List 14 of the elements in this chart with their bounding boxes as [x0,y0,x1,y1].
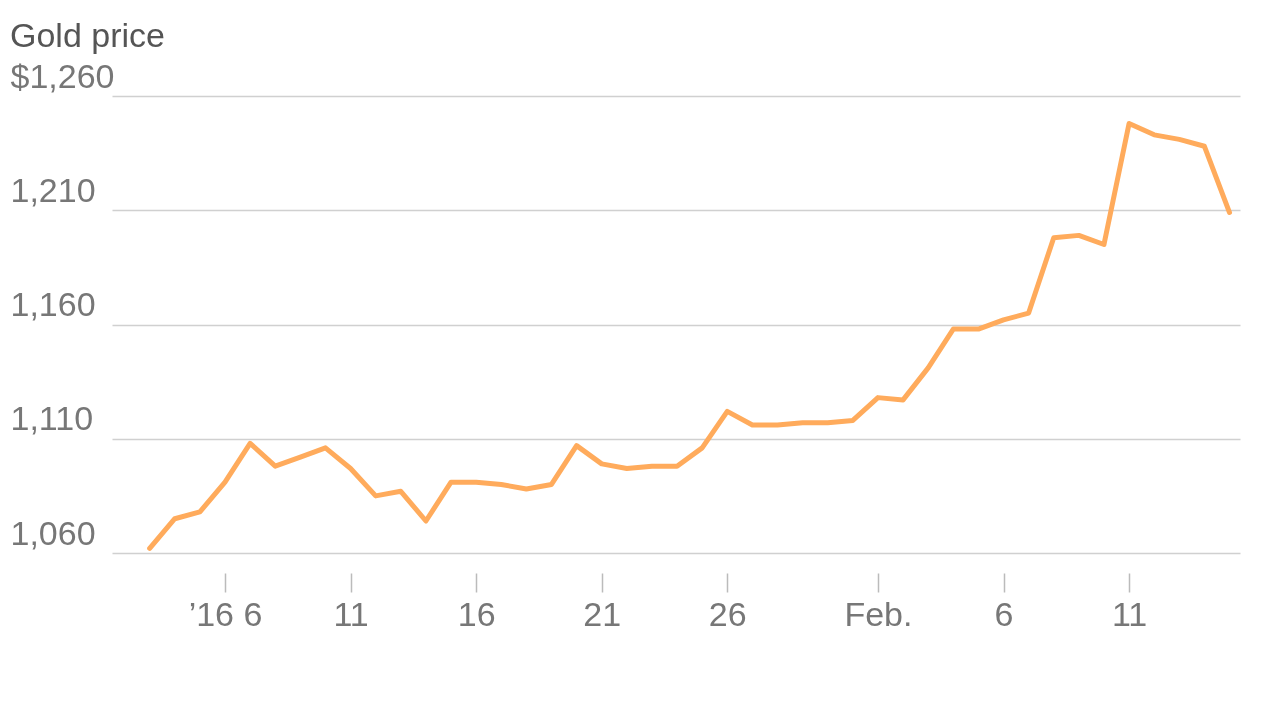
x-tick-label: ’16 6 [188,594,263,633]
x-tick-label: 11 [1111,594,1148,633]
y-tick-label: 1,110 [10,399,94,438]
y-tick-label: 1,160 [10,285,96,323]
x-tick-label: 11 [333,594,369,633]
x-tick-label: 26 [708,594,747,633]
x-tick-label: 21 [583,594,622,633]
y-tick-label: $1,260 [10,56,115,95]
y-tick-label: 1,210 [10,170,96,209]
x-tick-label: Feb. [844,594,913,633]
x-tick-label: 16 [457,594,496,633]
chart-title: Gold price [10,16,165,54]
x-tick-label: 6 [994,594,1014,633]
y-tick-label: 1,060 [10,513,96,552]
